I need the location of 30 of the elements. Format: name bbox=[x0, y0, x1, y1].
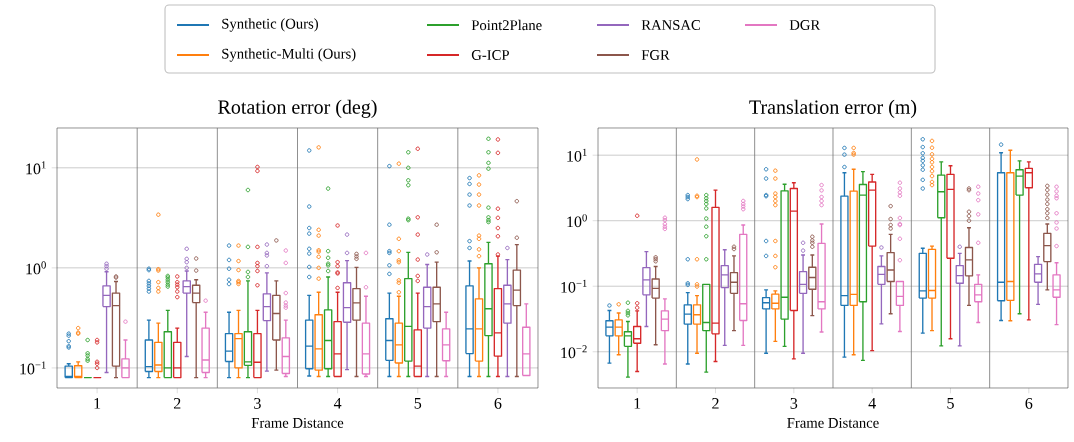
x-axis-title: Frame Distance bbox=[251, 417, 344, 428]
y-tick-label: 10$^{1}$ bbox=[26, 161, 46, 175]
x-tick-label: 4 bbox=[333, 398, 342, 409]
x-tick-label: 2 bbox=[173, 398, 181, 409]
y-tick-label: 10$^{0}$ bbox=[567, 214, 587, 228]
x-tick-label: 3 bbox=[254, 398, 261, 409]
legend-label: Synthetic-Multi (Ours) bbox=[222, 48, 356, 62]
legend-label: RANSAC bbox=[641, 20, 700, 30]
y-tick-label: 10$^{−1}$ bbox=[561, 279, 587, 293]
legend-label: FGR bbox=[641, 50, 670, 60]
x-tick-label: 1 bbox=[634, 398, 641, 409]
chart-title: Translation error (m) bbox=[749, 99, 917, 118]
y-tick-label: 10$^{−2}$ bbox=[561, 345, 587, 359]
legend-label: G-ICP bbox=[471, 50, 509, 60]
y-tick-label: 10$^{1}$ bbox=[567, 148, 587, 162]
chart-title: Rotation error (deg) bbox=[218, 99, 377, 118]
x-tick-label: 5 bbox=[947, 398, 954, 409]
x-tick-label: 1 bbox=[94, 398, 101, 409]
legend-label: Point2Plane bbox=[471, 19, 542, 31]
legend-label: Synthetic (Ours) bbox=[222, 18, 318, 32]
x-tick-label: 2 bbox=[712, 398, 719, 409]
legend-label: DGR bbox=[789, 20, 821, 30]
x-tick-label: 3 bbox=[790, 398, 798, 409]
y-tick-label: 10$^{0}$ bbox=[26, 261, 46, 275]
x-tick-label: 6 bbox=[1025, 398, 1033, 409]
x-axis-title: Frame Distance bbox=[787, 417, 879, 428]
x-tick-label: 5 bbox=[414, 398, 422, 409]
x-tick-label: 4 bbox=[868, 398, 876, 409]
y-tick-label: 10$^{−1}$ bbox=[20, 361, 46, 375]
x-tick-label: 6 bbox=[494, 398, 502, 409]
